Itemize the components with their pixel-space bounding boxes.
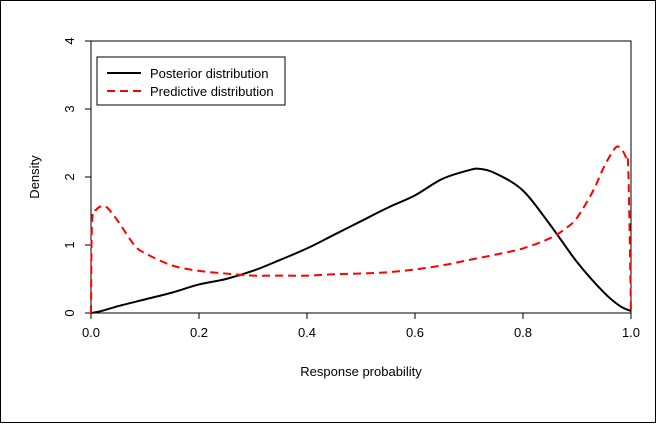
x-tick-label: 0.6 bbox=[406, 325, 424, 340]
y-tick-label: 3 bbox=[62, 105, 77, 112]
predictive-line bbox=[90, 145, 632, 314]
x-tick-label: 1.0 bbox=[622, 325, 640, 340]
y-tick-label: 4 bbox=[62, 37, 77, 44]
x-axis-label: Response probability bbox=[300, 364, 422, 379]
y-axis-label: Density bbox=[27, 155, 42, 199]
legend-label-posterior: Posterior distribution bbox=[150, 66, 269, 81]
legend-label-predictive: Predictive distribution bbox=[150, 84, 274, 99]
y-tick-label: 2 bbox=[62, 173, 77, 180]
y-tick-label: 1 bbox=[62, 241, 77, 248]
series-lines bbox=[90, 145, 632, 314]
y-axis: 0 1 2 3 4 bbox=[62, 37, 91, 317]
x-tick-label: 0.2 bbox=[190, 325, 208, 340]
legend-box bbox=[96, 56, 286, 106]
legend: Posterior distribution Predictive distri… bbox=[96, 56, 286, 106]
x-tick-label: 0.8 bbox=[514, 325, 532, 340]
x-axis: 0.0 0.2 0.4 0.6 0.8 1.0 bbox=[82, 313, 640, 340]
posterior-line bbox=[90, 167, 632, 314]
y-tick-label: 0 bbox=[62, 309, 77, 316]
x-tick-label: 0.0 bbox=[82, 325, 100, 340]
x-tick-label: 0.4 bbox=[298, 325, 316, 340]
